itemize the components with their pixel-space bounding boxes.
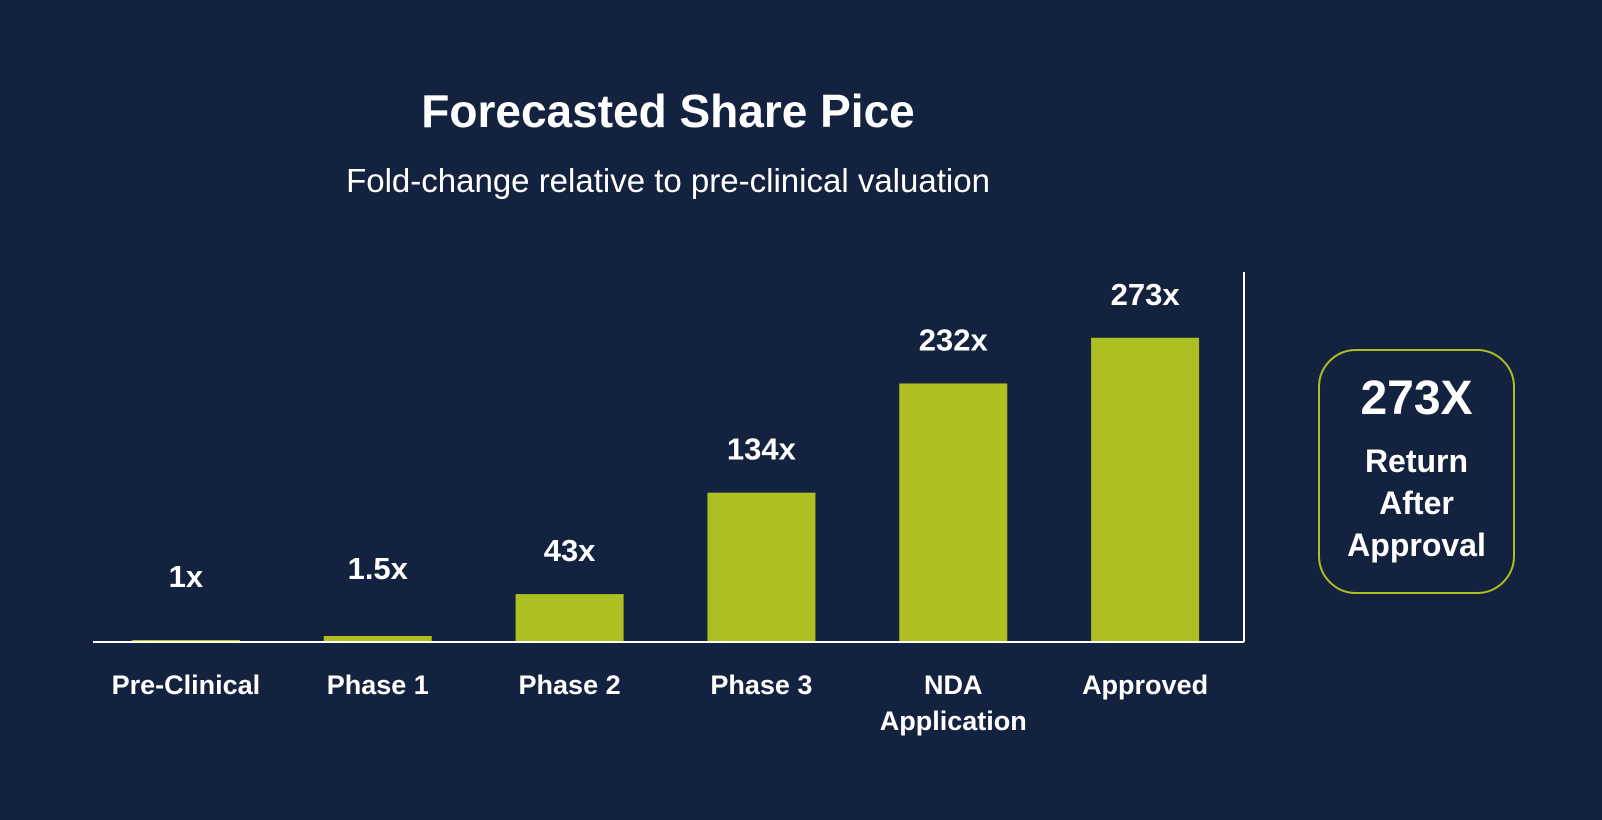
category-label: Phase 2 [519, 670, 621, 700]
category-label: Phase 1 [327, 670, 429, 700]
callout-line: Return [1364, 443, 1469, 479]
callout-line: After [1379, 485, 1454, 521]
bar [899, 383, 1008, 642]
data-label: 232x [919, 322, 989, 357]
data-label: 273x [1111, 277, 1181, 312]
category-label: Application [880, 706, 1027, 736]
bar [515, 594, 624, 642]
data-label: 134x [727, 432, 797, 467]
chart-subtitle: Fold-change relative to pre-clinical val… [346, 162, 990, 199]
bar [1091, 337, 1200, 642]
chart-title: Forecasted Share Pice [421, 85, 915, 137]
category-label: Pre-Clinical [112, 670, 261, 700]
return-callout: 273X Return After Approval [1318, 349, 1515, 594]
category-label: Phase 3 [710, 670, 812, 700]
bar [707, 492, 816, 642]
category-label: Approved [1082, 670, 1208, 700]
callout-value: 273X [1360, 372, 1473, 425]
callout-line: Approval [1347, 527, 1486, 563]
category-label: NDA [924, 670, 983, 700]
bar [323, 636, 432, 642]
data-label: 43x [544, 533, 596, 568]
data-label: 1.5x [348, 551, 409, 586]
data-label: 1x [169, 559, 204, 594]
